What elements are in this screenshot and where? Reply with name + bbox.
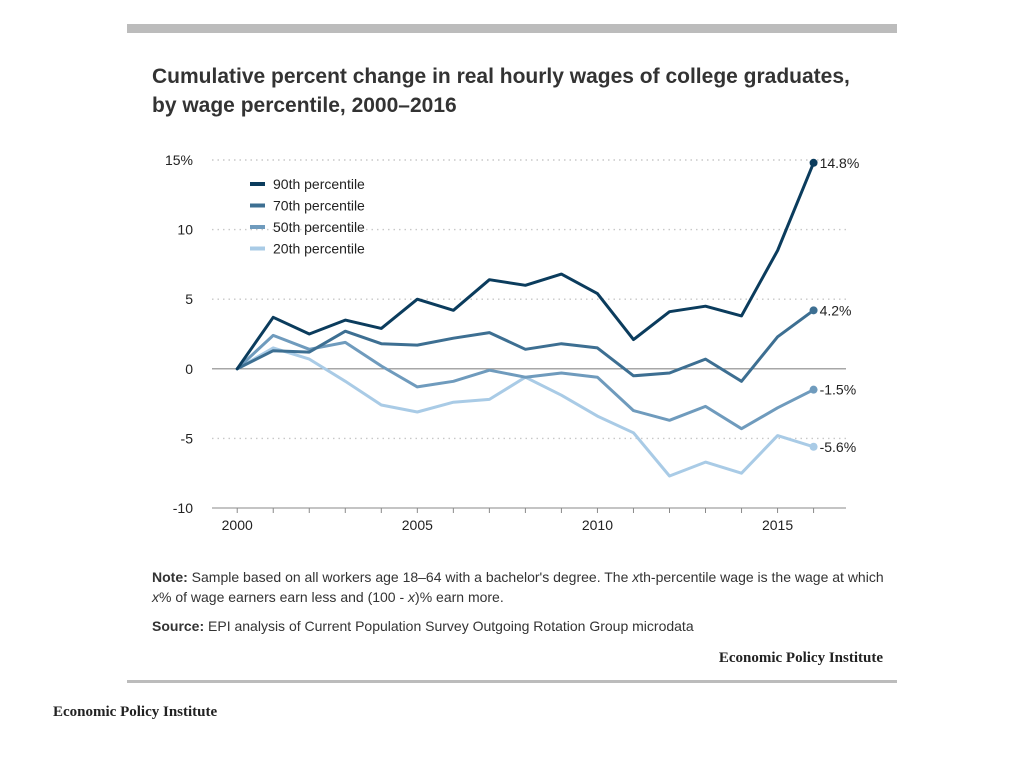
x-tick-label: 2005 — [402, 517, 433, 533]
end-label: -5.6% — [820, 439, 857, 455]
y-axis-tick-labels: 15% 10 5 0 -5 -10 — [165, 152, 193, 516]
series-line — [235, 161, 816, 371]
bottom-rule — [127, 680, 897, 683]
end-point — [809, 306, 818, 315]
end-label: -1.5% — [820, 382, 857, 398]
y-tick-label: -5 — [181, 430, 194, 446]
series-line — [235, 308, 816, 383]
source-text: EPI analysis of Current Population Surve… — [204, 618, 694, 634]
note-italic-1: x — [632, 569, 640, 585]
series-line — [235, 333, 816, 431]
legend-label: 90th percentile — [273, 176, 365, 192]
note-italic-3: x — [408, 589, 416, 605]
note-text-1: Sample based on all workers age 18–64 wi… — [187, 569, 633, 585]
end-labels: -5.6% -1.5% 4.2% 14.8% — [820, 155, 860, 455]
y-tick-label: 5 — [185, 291, 193, 307]
end-label: 4.2% — [820, 302, 852, 318]
y-tick-label: -10 — [173, 500, 193, 516]
legend-label: 70th percentile — [273, 198, 365, 214]
x-tick-label: 2015 — [762, 517, 793, 533]
brand-logo-footer: Economic Policy Institute — [53, 704, 218, 720]
note: Note: Sample based on all workers age 18… — [152, 567, 892, 607]
legend: 90th percentile 70th percentile 50th perce… — [250, 176, 365, 257]
end-point — [809, 385, 818, 394]
x-axis: 2000 2005 2010 2015 — [212, 507, 846, 533]
top-rule — [127, 24, 897, 33]
series-lines — [235, 158, 818, 478]
legend-label: 50th percentile — [273, 219, 365, 235]
note-text-3: % of wage earners earn less and (100 - — [159, 589, 409, 605]
note-text-4: )% earn more. — [415, 589, 504, 605]
chart-title: Cumulative percent change in real hourly… — [152, 65, 850, 117]
end-point — [809, 158, 818, 167]
source-label: Source: — [152, 618, 205, 634]
y-tick-label: 15% — [165, 152, 193, 168]
source: Source: EPI analysis of Current Populati… — [152, 616, 892, 636]
gridlines — [212, 159, 846, 440]
x-tick-label: 2000 — [222, 517, 253, 533]
note-label: Note: — [152, 569, 188, 585]
brand-logo: Economic Policy Institute — [718, 650, 883, 666]
y-tick-label: 10 — [177, 222, 193, 238]
note-italic-2: x — [152, 589, 159, 605]
y-tick-label: 0 — [185, 361, 193, 377]
x-tick-label: 2010 — [582, 517, 613, 533]
legend-label: 20th percentile — [273, 241, 365, 257]
note-text-2: th-percentile wage is the wage at which — [639, 569, 884, 585]
end-label: 14.8% — [820, 155, 860, 171]
series-line — [235, 346, 816, 478]
end-point — [809, 442, 818, 451]
